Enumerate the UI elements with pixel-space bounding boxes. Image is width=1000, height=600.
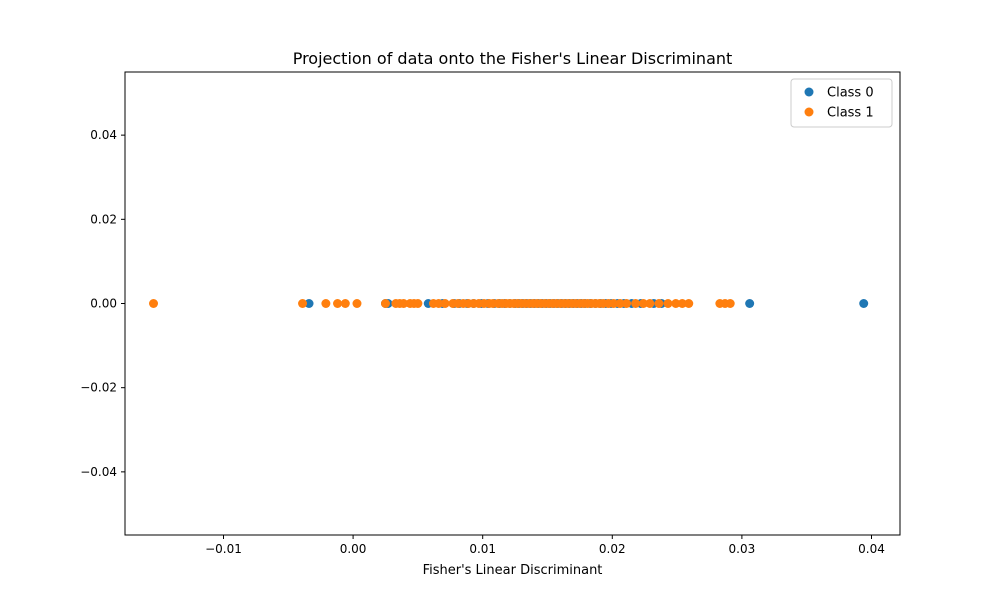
class-1-point [413, 299, 423, 308]
class-1-point [663, 299, 673, 308]
class-1-point [725, 299, 735, 308]
class-0-point [304, 299, 314, 308]
x-tick-label: 0.04 [858, 542, 885, 556]
y-tick-label: −0.02 [80, 381, 117, 395]
class-0-point [745, 299, 755, 308]
class-1-point [638, 299, 648, 308]
class-1-point [399, 299, 409, 308]
legend-label: Class 0 [827, 86, 874, 101]
legend-marker [804, 107, 814, 117]
legend: Class 0 Class 1 [790, 78, 893, 128]
class-1-point [149, 299, 159, 308]
x-tick-label: 0.01 [469, 542, 496, 556]
x-axis-label: Fisher's Linear Discriminant [423, 563, 603, 578]
class-1-point [298, 299, 308, 308]
y-axis: −0.04 −0.02 0.00 0.02 0.04 [80, 128, 125, 479]
class-1-point [440, 299, 450, 308]
class-1-point [631, 299, 641, 308]
class-1-point [434, 299, 444, 308]
points-layer [149, 299, 869, 308]
x-tick-label: −0.01 [205, 542, 242, 556]
class-1-point [609, 299, 619, 308]
x-tick-label: 0.00 [340, 542, 367, 556]
class-1-point [677, 299, 687, 308]
class-1-point [684, 299, 694, 308]
class-1-point [615, 299, 625, 308]
class-1-point [340, 299, 350, 308]
chart-title: Projection of data onto the Fisher's Lin… [293, 49, 733, 68]
y-tick-label: 0.04 [90, 128, 117, 142]
class-1-point [645, 299, 655, 308]
class-1-point [654, 299, 664, 308]
class-1-point [622, 299, 632, 308]
y-tick-label: −0.04 [80, 465, 117, 479]
class-0-point [859, 299, 869, 308]
class-1-point [333, 299, 343, 308]
class-1-point [352, 299, 362, 308]
legend-label: Class 1 [827, 106, 874, 121]
class-1-point [380, 299, 390, 308]
class-1-point [321, 299, 331, 308]
x-axis: −0.01 0.00 0.01 0.02 0.03 0.04 [205, 535, 885, 556]
x-tick-label: 0.03 [729, 542, 756, 556]
class-1-point [671, 299, 681, 308]
y-tick-label: 0.02 [90, 212, 117, 226]
x-tick-label: 0.02 [599, 542, 626, 556]
legend-box [790, 78, 893, 128]
legend-marker [804, 87, 814, 97]
y-tick-label: 0.00 [90, 297, 117, 311]
